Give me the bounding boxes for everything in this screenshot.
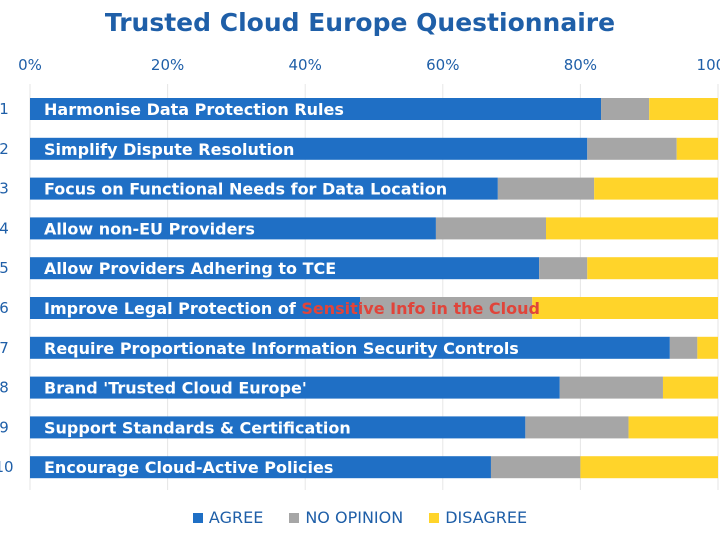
x-tick-label: 80%: [564, 56, 597, 74]
legend-label-agree: AGREE: [208, 508, 264, 527]
bar-label: Brand 'Trusted Cloud Europe': [44, 379, 307, 398]
stacked-bar-chart: 0% 20% 40% 60% 80% 100% 1 Harmonise Data Protec…: [0, 56, 720, 490]
bar-disagree: [628, 416, 718, 439]
row-number: 3: [0, 180, 9, 198]
x-tick-label: 60%: [426, 56, 459, 74]
bar-no-opinion: [490, 456, 581, 479]
bar-label: Encourage Cloud-Active Policies: [44, 458, 333, 477]
bar-agree: [30, 336, 670, 359]
bar-no-opinion: [539, 257, 588, 280]
row-number: 2: [0, 140, 9, 158]
row-number: 4: [0, 219, 9, 237]
bar-disagree: [649, 98, 718, 120]
legend-item-no-opinion: NO OPINION: [289, 508, 403, 527]
bar-disagree: [697, 336, 718, 359]
row-number: 5: [0, 259, 9, 277]
bar-no-opinion: [497, 177, 595, 200]
bar-no-opinion: [435, 217, 546, 240]
row-number: 9: [0, 418, 9, 436]
x-tick-label: 20%: [151, 56, 184, 74]
bar-label: Focus on Functional Needs for Data Locat…: [44, 180, 447, 199]
chart-title: Trusted Cloud Europe Questionnaire: [104, 8, 616, 37]
bar-label: Improve Legal Protection of Sensitive In…: [44, 299, 540, 318]
bar-agree: [30, 137, 588, 160]
bar-no-opinion: [525, 416, 629, 439]
bar-agree: [30, 456, 491, 479]
bar-agree: [30, 257, 540, 280]
bar-disagree: [662, 376, 718, 399]
bar-disagree: [676, 137, 718, 160]
x-tick-label: 100%: [697, 56, 720, 74]
legend-swatch-disagree: [429, 512, 440, 523]
bar-agree: [30, 177, 498, 200]
bar-agree: [30, 217, 436, 240]
bar-label: Allow non-EU Providers: [44, 219, 255, 238]
bar-no-opinion: [587, 137, 677, 160]
bar-disagree: [594, 177, 718, 200]
row-number: 1: [0, 100, 9, 118]
bar-label: Support Standards & Certification: [44, 418, 351, 437]
x-tick-label: 40%: [289, 56, 322, 74]
bar-agree: [30, 376, 560, 399]
bar-disagree: [587, 257, 718, 280]
legend-item-agree: AGREE: [192, 508, 264, 527]
bar-label: Harmonise Data Protection Rules: [44, 100, 344, 119]
bar-disagree: [532, 297, 718, 319]
row-number: 10: [0, 458, 14, 476]
bar-disagree: [546, 217, 718, 240]
bar-disagree: [580, 456, 718, 479]
row-number: 8: [0, 379, 9, 397]
bar-label: Require Proportionate Information Securi…: [44, 339, 519, 358]
bar-agree: [30, 98, 602, 120]
chart-legend: AGREE NO OPINION DISAGREE: [0, 508, 720, 527]
bar-label: Allow Providers Adhering to TCE: [44, 259, 336, 278]
row-number: 6: [0, 299, 9, 317]
x-tick-label: 0%: [18, 56, 42, 74]
row-number: 7: [0, 339, 9, 357]
bar-agree: [30, 416, 526, 439]
legend-swatch-agree: [192, 512, 203, 523]
legend-item-disagree: DISAGREE: [429, 508, 527, 527]
legend-label-no-opinion: NO OPINION: [305, 508, 404, 527]
bar-no-opinion: [669, 336, 698, 359]
bar-no-opinion: [559, 376, 663, 399]
legend-swatch-no-opinion: [289, 512, 300, 523]
bar-agree: [30, 297, 361, 319]
legend-label-disagree: DISAGREE: [445, 508, 528, 527]
bar-no-opinion: [601, 98, 650, 120]
bar-label: Simplify Dispute Resolution: [44, 140, 294, 159]
bar-no-opinion: [360, 297, 533, 319]
